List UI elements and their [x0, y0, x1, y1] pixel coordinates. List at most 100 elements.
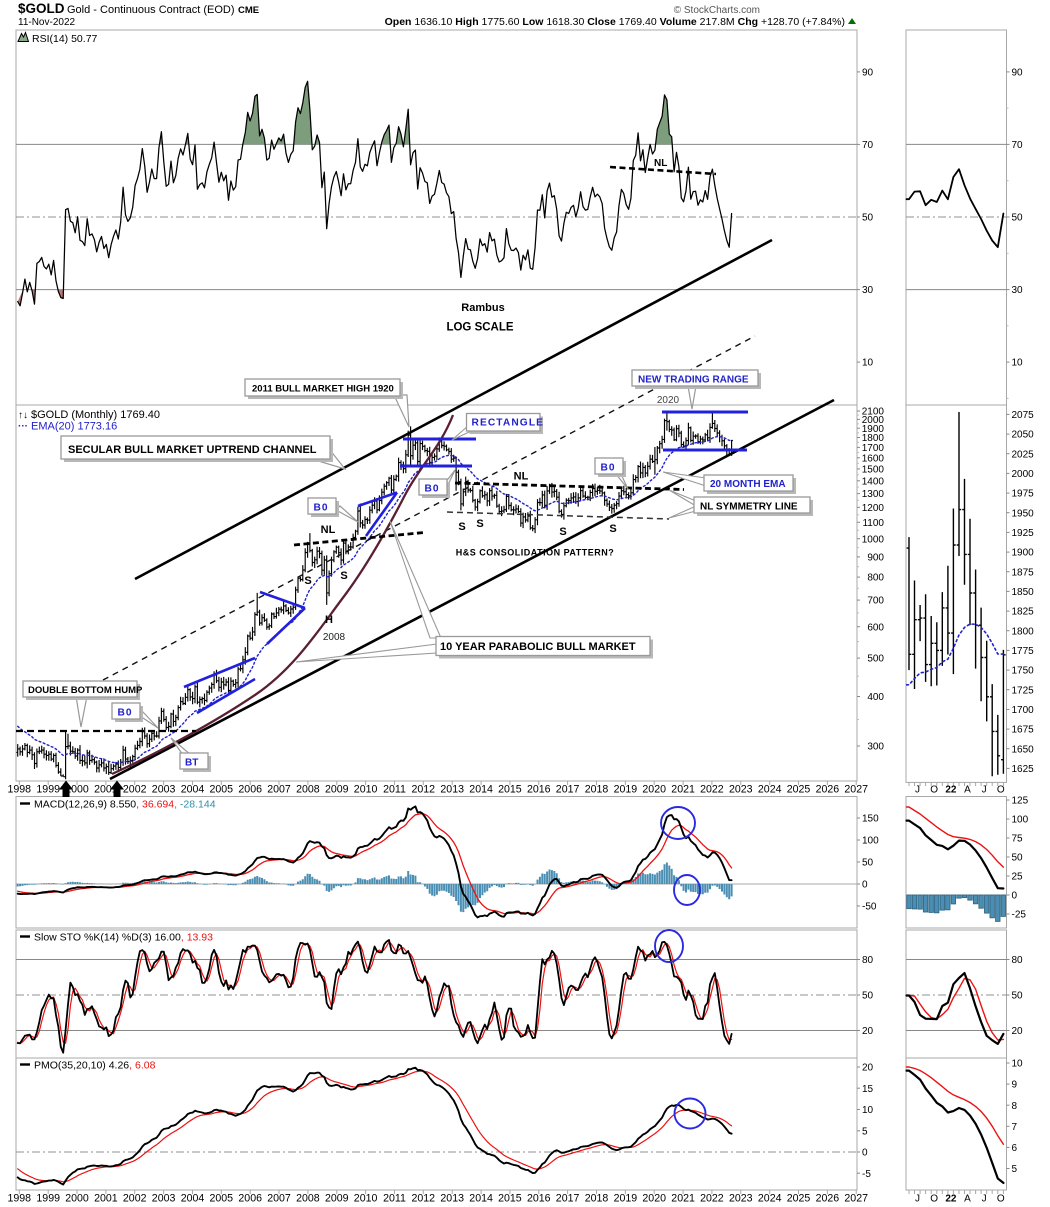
- svg-text:2008: 2008: [296, 1193, 320, 1205]
- svg-text:900: 900: [867, 553, 884, 564]
- svg-text:J: J: [982, 785, 987, 796]
- svg-text:2019: 2019: [614, 784, 638, 796]
- svg-text:2014: 2014: [469, 784, 493, 796]
- svg-text:90: 90: [862, 68, 874, 79]
- svg-text:10: 10: [1012, 358, 1024, 369]
- svg-text:2003: 2003: [152, 784, 176, 796]
- svg-text:1999: 1999: [36, 784, 60, 796]
- svg-text:2021: 2021: [671, 1193, 695, 1205]
- svg-text:O: O: [930, 785, 938, 796]
- svg-text:S: S: [340, 570, 347, 582]
- svg-text:2018: 2018: [585, 784, 609, 796]
- svg-text:0: 0: [1012, 891, 1018, 902]
- svg-text:8: 8: [1012, 1101, 1018, 1112]
- svg-text:O: O: [930, 1194, 938, 1205]
- svg-text:30: 30: [862, 285, 874, 296]
- svg-text:NEW TRADING RANGE: NEW TRADING RANGE: [638, 375, 749, 386]
- svg-text:100: 100: [862, 836, 879, 847]
- svg-text:$GOLD (Monthly) 1769.40: $GOLD (Monthly) 1769.40: [31, 409, 160, 421]
- svg-text:2027: 2027: [844, 784, 868, 796]
- svg-text:2011: 2011: [383, 784, 406, 796]
- svg-text:22: 22: [945, 1194, 957, 1205]
- svg-text:1800: 1800: [1012, 626, 1035, 637]
- svg-text:S: S: [609, 523, 616, 535]
- svg-text:1700: 1700: [1012, 705, 1035, 716]
- svg-text:2014: 2014: [469, 1193, 493, 1205]
- svg-text:2017: 2017: [556, 1193, 580, 1205]
- svg-text:2000: 2000: [65, 784, 89, 796]
- svg-text:B0: B0: [601, 463, 616, 474]
- svg-text:PMO(35,20,10) 4.26, 6.08: PMO(35,20,10) 4.26, 6.08: [34, 1060, 156, 1072]
- svg-text:BT: BT: [185, 758, 198, 769]
- svg-text:2022: 2022: [700, 1193, 724, 1205]
- svg-text:10: 10: [862, 358, 874, 369]
- svg-text:Open 1636.10 High 1775.60 Low: Open 1636.10 High 1775.60 Low 1618.30 Cl…: [385, 16, 845, 28]
- svg-text:S: S: [559, 526, 566, 538]
- svg-text:1700: 1700: [862, 443, 885, 454]
- svg-text:2001: 2001: [94, 784, 118, 796]
- svg-text:H&S CONSOLIDATION PATTERN?: H&S CONSOLIDATION PATTERN?: [456, 547, 615, 557]
- svg-text:Gold - Continuous Contract (EO: Gold - Continuous Contract (EOD): [67, 4, 235, 16]
- svg-text:70: 70: [862, 140, 874, 151]
- svg-text:0: 0: [862, 1148, 868, 1159]
- svg-text:2020: 2020: [642, 784, 666, 796]
- svg-text:2019: 2019: [614, 1193, 638, 1205]
- svg-text:2005: 2005: [210, 1193, 234, 1205]
- svg-text:0: 0: [862, 880, 868, 891]
- svg-text:CME: CME: [238, 5, 259, 16]
- svg-text:2006: 2006: [238, 1193, 262, 1205]
- svg-text:10: 10: [862, 1105, 874, 1116]
- svg-text:800: 800: [867, 573, 884, 584]
- svg-text:80: 80: [862, 955, 874, 966]
- svg-text:5: 5: [1012, 1164, 1018, 1175]
- svg-text:A: A: [964, 785, 971, 796]
- svg-text:1925: 1925: [1012, 528, 1035, 539]
- svg-text:NL: NL: [654, 158, 667, 169]
- svg-text:Slow STO %K(14) %D(3) 16.00, 1: Slow STO %K(14) %D(3) 16.00, 13.93: [34, 932, 213, 944]
- svg-text:2020: 2020: [657, 395, 680, 406]
- svg-text:1999: 1999: [36, 1193, 60, 1205]
- svg-text:90: 90: [1012, 68, 1024, 79]
- svg-text:1875: 1875: [1012, 567, 1035, 578]
- svg-text:1900: 1900: [1012, 548, 1035, 559]
- svg-text:50: 50: [1012, 853, 1024, 864]
- svg-text:1998: 1998: [8, 1193, 32, 1205]
- svg-text:2000: 2000: [862, 415, 885, 426]
- svg-text:2020: 2020: [642, 1193, 666, 1205]
- svg-text:2027: 2027: [844, 1193, 868, 1205]
- svg-text:400: 400: [867, 692, 884, 703]
- svg-text:125: 125: [1012, 796, 1029, 807]
- svg-text:300: 300: [867, 742, 884, 753]
- svg-text:LOG SCALE: LOG SCALE: [446, 322, 513, 334]
- svg-text:1800: 1800: [862, 433, 885, 444]
- svg-text:1650: 1650: [1012, 744, 1035, 755]
- svg-text:2022: 2022: [700, 784, 724, 796]
- svg-text:2011 BULL MARKET HIGH 1920: 2011 BULL MARKET HIGH 1920: [252, 384, 394, 395]
- svg-text:15: 15: [862, 1084, 874, 1095]
- svg-text:1975: 1975: [1012, 489, 1035, 500]
- svg-text:2018: 2018: [585, 1193, 609, 1205]
- svg-text:NL: NL: [321, 524, 336, 536]
- svg-text:2008: 2008: [323, 632, 346, 643]
- svg-text:1000: 1000: [862, 534, 885, 545]
- svg-text:2007: 2007: [267, 784, 291, 796]
- svg-text:2100: 2100: [862, 407, 885, 418]
- svg-text:-25: -25: [1012, 910, 1027, 921]
- svg-text:1100: 1100: [862, 518, 884, 529]
- svg-text:J: J: [982, 1194, 987, 1205]
- svg-text:6: 6: [1012, 1143, 1018, 1154]
- svg-text:50: 50: [862, 991, 874, 1002]
- svg-text:1998: 1998: [8, 784, 32, 796]
- svg-text:2012: 2012: [412, 1193, 436, 1205]
- svg-text:2002: 2002: [123, 784, 147, 796]
- svg-text:2008: 2008: [296, 784, 320, 796]
- svg-text:2001: 2001: [94, 1193, 118, 1205]
- svg-text:1950: 1950: [1012, 508, 1035, 519]
- svg-text:10: 10: [1012, 1059, 1024, 1070]
- svg-text:20: 20: [1012, 1026, 1024, 1037]
- svg-text:11-Nov-2022: 11-Nov-2022: [18, 17, 76, 28]
- svg-text:25: 25: [1012, 872, 1024, 883]
- svg-text:150: 150: [862, 814, 879, 825]
- svg-text:2004: 2004: [181, 784, 205, 796]
- svg-text:H: H: [325, 614, 333, 626]
